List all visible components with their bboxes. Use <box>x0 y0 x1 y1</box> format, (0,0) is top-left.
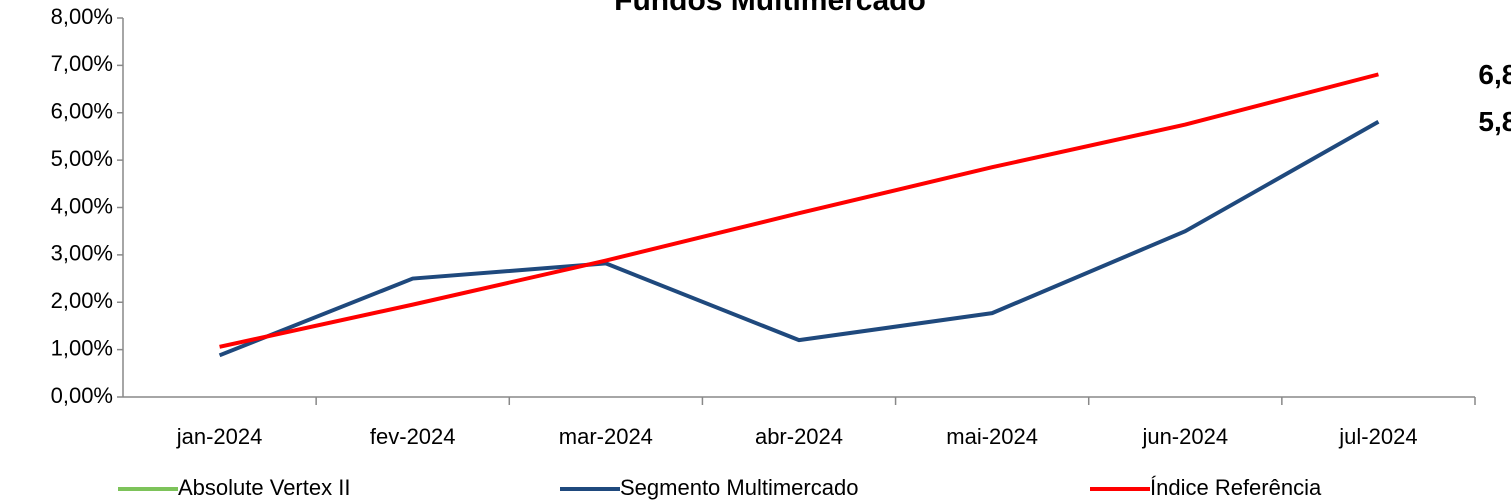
data-label: 6,81% <box>1478 59 1511 90</box>
x-tick-label: jun-2024 <box>1141 424 1228 449</box>
chart-title: Fundos Multimercado <box>614 0 926 17</box>
data-label: 5,81% <box>1478 106 1511 137</box>
x-tick-label: abr-2024 <box>755 424 843 449</box>
x-tick-label: mai-2024 <box>946 424 1038 449</box>
y-tick-label: 8,00% <box>51 4 113 29</box>
series-line <box>218 120 1380 358</box>
y-tick-label: 2,00% <box>51 288 113 313</box>
y-tick-label: 5,00% <box>51 146 113 171</box>
x-tick-label: jul-2024 <box>1338 424 1417 449</box>
legend-label: Segmento Multimercado <box>620 475 858 500</box>
y-tick-label: 3,00% <box>51 241 113 266</box>
y-tick-label: 4,00% <box>51 193 113 218</box>
y-tick-label: 0,00% <box>51 383 113 408</box>
legend-label: Absolute Vertex II <box>178 475 350 500</box>
x-tick-label: jan-2024 <box>176 424 263 449</box>
y-tick-label: 6,00% <box>51 99 113 124</box>
x-tick-label: mar-2024 <box>559 424 653 449</box>
y-tick-label: 1,00% <box>51 335 113 360</box>
series-line <box>219 72 1379 349</box>
y-tick-label: 7,00% <box>51 51 113 76</box>
x-tick-label: fev-2024 <box>370 424 456 449</box>
legend-label: Índice Referência <box>1150 475 1322 500</box>
